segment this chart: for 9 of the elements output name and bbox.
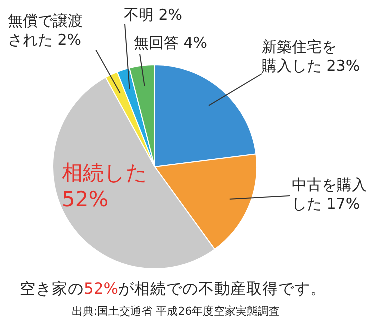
slice-label: 中古を購入した 17% <box>292 176 367 213</box>
slice-label: 相続した <box>62 161 148 185</box>
slice-label: 無償で譲渡された 2% <box>8 12 83 49</box>
slice-label: 無回答 4% <box>134 34 208 52</box>
slice-label: 不明 2% <box>124 6 183 24</box>
text: 空き家の52%が相続での不動産取得です。 <box>20 279 326 300</box>
source-note: 出典:国土交通省 平成26年度空家実態調査 <box>72 304 280 319</box>
slice-label: 新築住宅を購入した 23% <box>262 38 360 75</box>
data-label: 52% <box>62 187 109 212</box>
